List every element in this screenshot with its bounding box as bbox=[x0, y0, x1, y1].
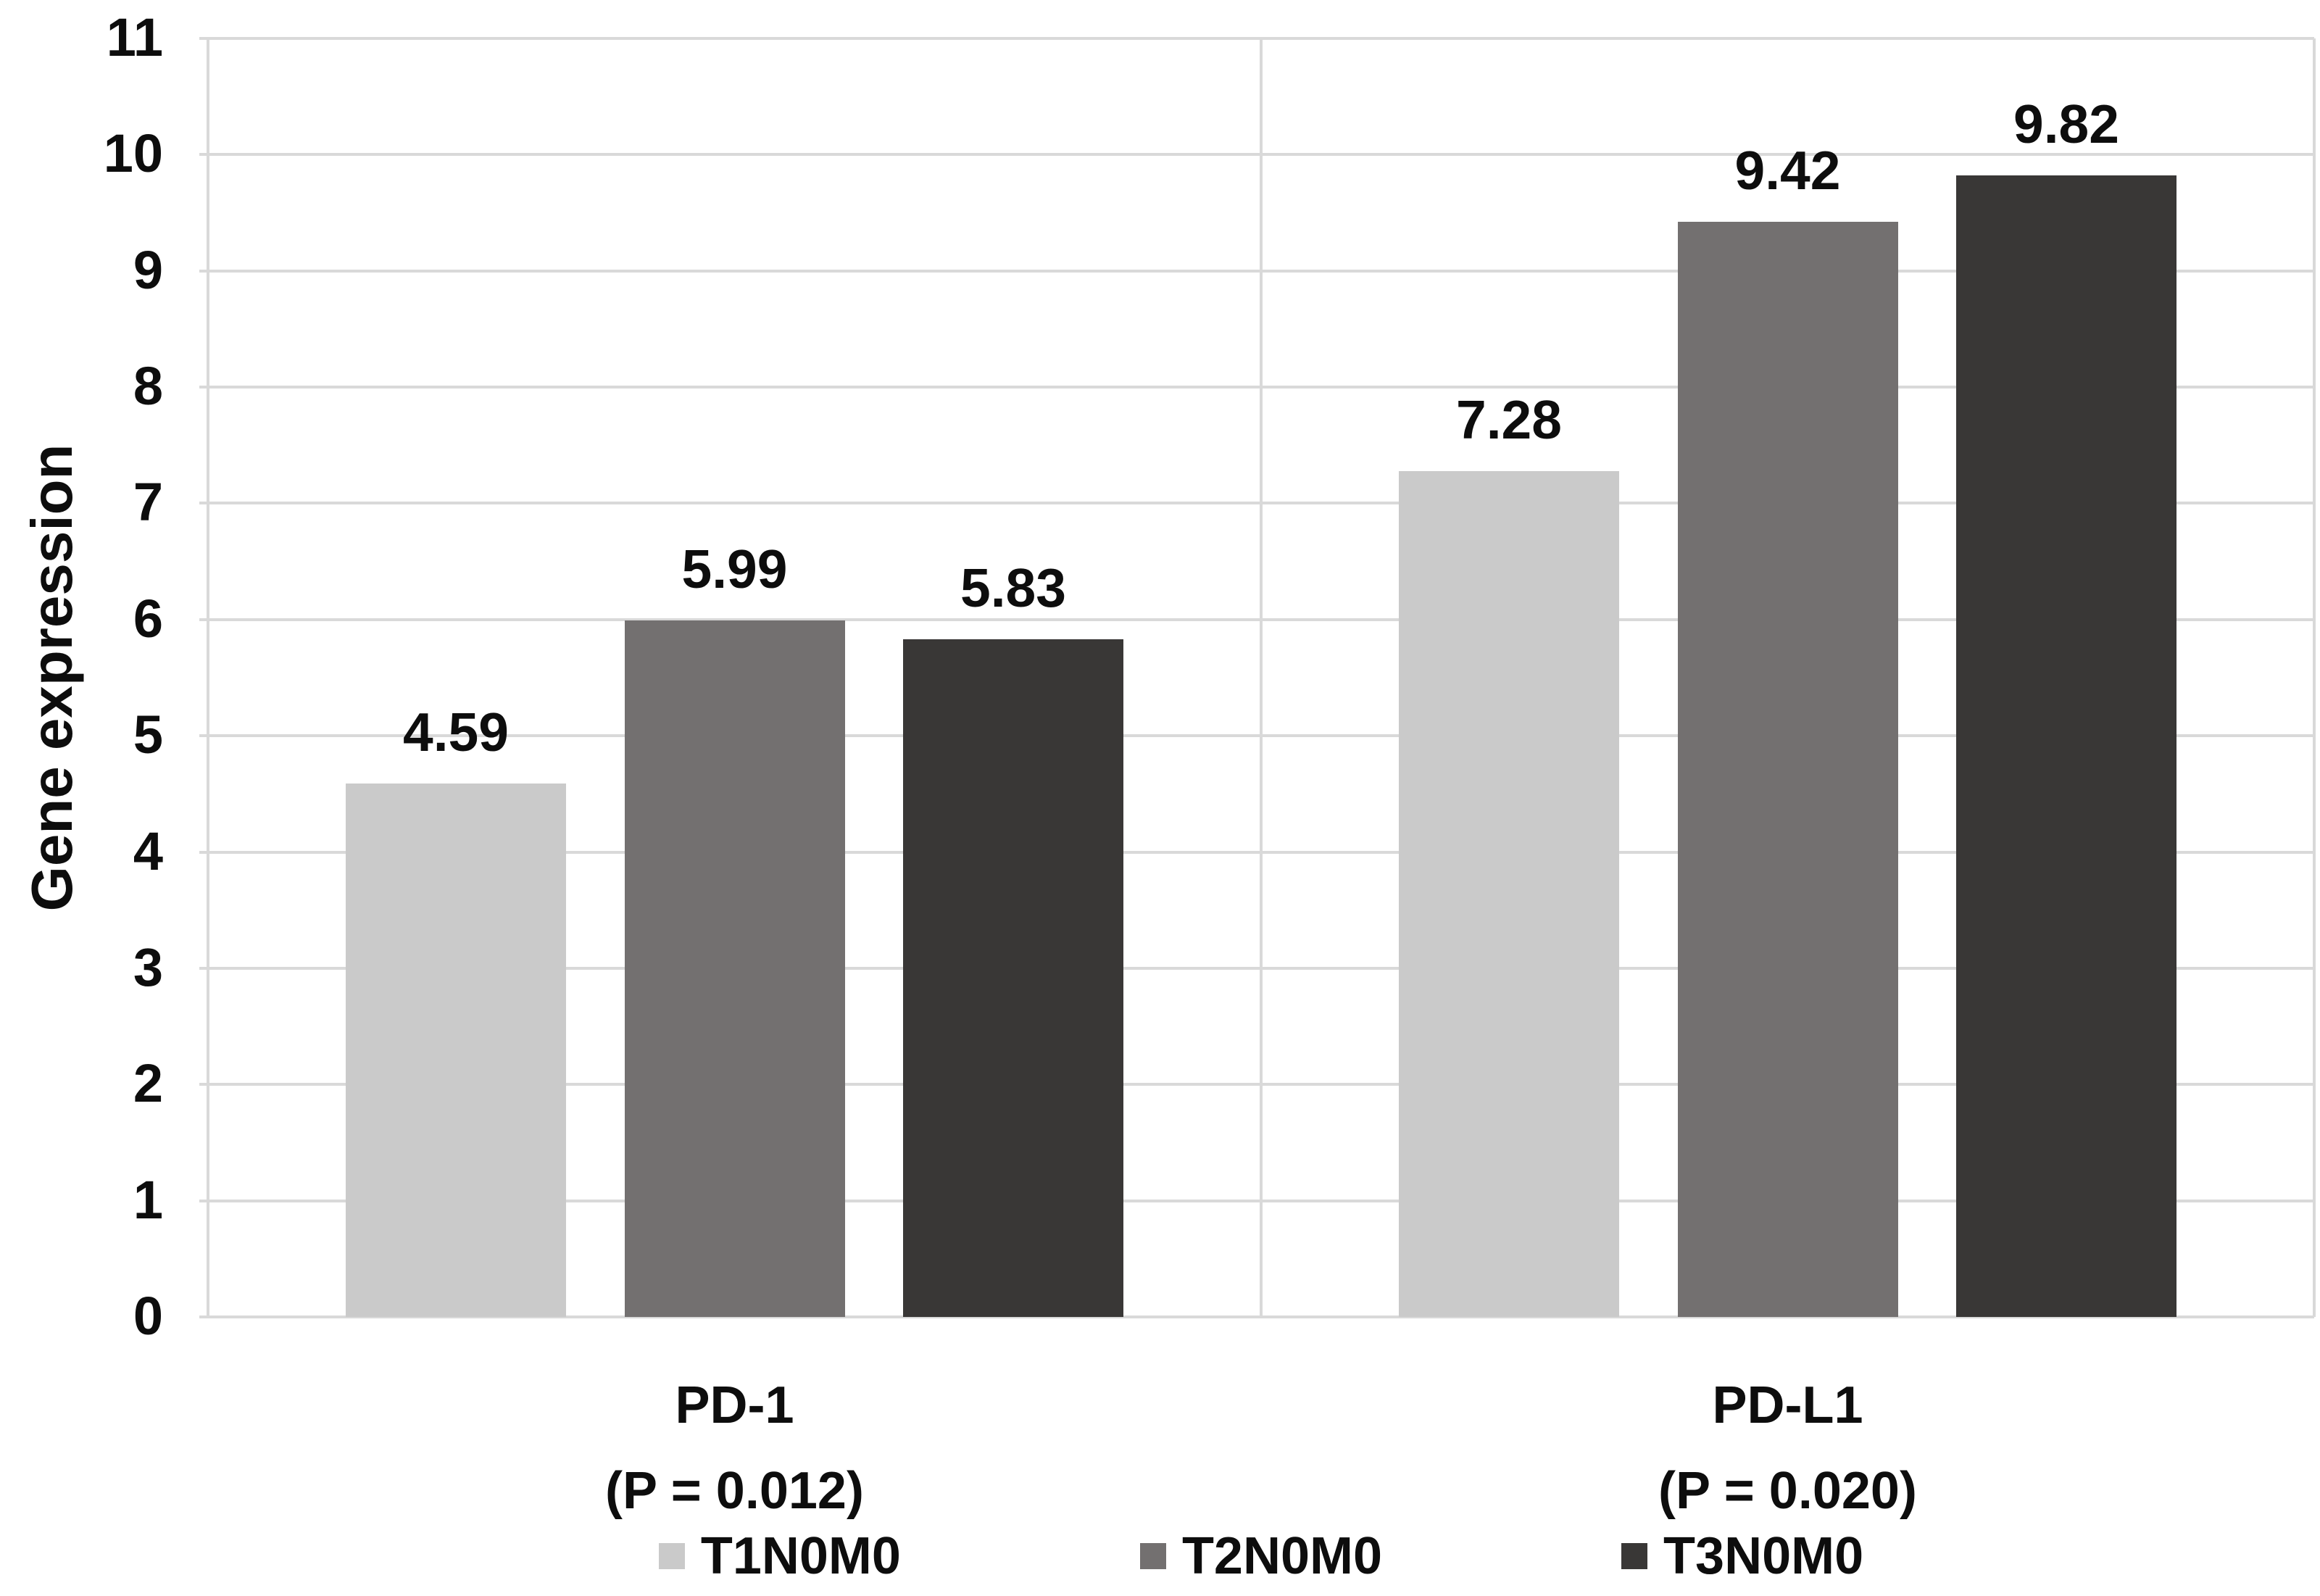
legend: T1N0M0 T2N0M0 T3N0M0 bbox=[208, 1526, 2314, 1586]
gridline-horizontal bbox=[199, 850, 2314, 854]
category-sublabel: (P = 0.012) bbox=[605, 1462, 864, 1520]
y-axis-tick-label: 1 bbox=[133, 1169, 163, 1230]
category-sublabel: (P = 0.020) bbox=[1658, 1462, 1917, 1520]
bar-T3N0M0-PD-1 bbox=[903, 639, 1123, 1317]
y-axis-tick-label: 6 bbox=[133, 588, 163, 649]
y-axis-tick-label: 0 bbox=[133, 1285, 163, 1346]
gridline-horizontal bbox=[199, 153, 2314, 157]
y-axis-tick-label: 3 bbox=[133, 936, 163, 997]
legend-swatch bbox=[1621, 1543, 1648, 1569]
bar-value-label: 5.83 bbox=[960, 557, 1066, 619]
gridline-horizontal bbox=[199, 386, 2314, 389]
legend-item-T3N0M0: T3N0M0 bbox=[1621, 1526, 1863, 1586]
gridline-horizontal bbox=[199, 37, 2314, 40]
y-axis-line bbox=[207, 38, 209, 1317]
bar-T1N0M0-PD-L1 bbox=[1399, 470, 1619, 1317]
gridline-horizontal bbox=[199, 1199, 2314, 1202]
gridline-horizontal bbox=[199, 1316, 2314, 1318]
legend-swatch bbox=[658, 1543, 685, 1569]
gridline-horizontal bbox=[199, 1083, 2314, 1086]
legend-label: T1N0M0 bbox=[700, 1527, 901, 1585]
y-axis-tick-label: 10 bbox=[103, 123, 163, 184]
legend-item-T2N0M0: T2N0M0 bbox=[1139, 1526, 1383, 1586]
category-label: PD-L1 bbox=[1712, 1376, 1863, 1434]
legend-label: T2N0M0 bbox=[1181, 1527, 1383, 1585]
y-axis-tick-label: 5 bbox=[133, 704, 163, 765]
y-axis-tick-label: 4 bbox=[133, 820, 163, 881]
gridline-horizontal bbox=[199, 966, 2314, 970]
x-axis-category: PD-L1 (P = 0.020) bbox=[1261, 1363, 2314, 1534]
x-axis-category: PD-1 (P = 0.012) bbox=[208, 1363, 1261, 1534]
bar-T2N0M0-PD-L1 bbox=[1677, 222, 1898, 1317]
bar-value-label: 4.59 bbox=[403, 701, 509, 762]
y-axis-tick-label: 2 bbox=[133, 1053, 163, 1114]
gridline-horizontal bbox=[199, 618, 2314, 621]
y-axis-tick-label: 9 bbox=[133, 239, 163, 300]
bar-value-label: 9.82 bbox=[2013, 93, 2119, 155]
bar-value-label: 5.99 bbox=[681, 539, 788, 600]
bar-value-label: 9.42 bbox=[1734, 140, 1841, 201]
legend-item-T1N0M0: T1N0M0 bbox=[658, 1526, 901, 1586]
gridline-horizontal bbox=[199, 269, 2314, 273]
bar-T2N0M0-PD-1 bbox=[624, 620, 845, 1317]
bar-value-label: 7.28 bbox=[1456, 388, 1562, 450]
gridline-vertical bbox=[1260, 38, 1263, 1317]
bar-T3N0M0-PD-L1 bbox=[1956, 175, 2176, 1317]
y-axis-tick-label: 8 bbox=[133, 355, 163, 416]
y-axis-tick-label: 11 bbox=[106, 7, 163, 67]
y-axis-tick-label: 7 bbox=[133, 472, 163, 533]
legend-label: T3N0M0 bbox=[1663, 1527, 1864, 1585]
gridline-horizontal bbox=[199, 502, 2314, 505]
gridline-horizontal bbox=[199, 734, 2314, 738]
bar-T1N0M0-PD-1 bbox=[346, 783, 566, 1317]
category-label: PD-1 bbox=[675, 1376, 794, 1434]
gridline-vertical bbox=[2313, 38, 2316, 1317]
legend-swatch bbox=[1139, 1543, 1166, 1569]
